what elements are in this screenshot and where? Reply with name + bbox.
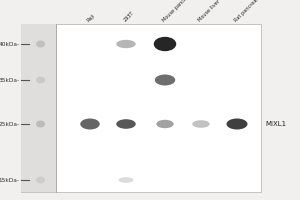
Text: Raji: Raji xyxy=(86,13,97,23)
Ellipse shape xyxy=(36,40,45,47)
Ellipse shape xyxy=(116,40,136,48)
Text: 35kDa-: 35kDa- xyxy=(0,77,20,82)
Text: Mouse liver: Mouse liver xyxy=(197,0,221,23)
Text: Rat pancreas: Rat pancreas xyxy=(233,0,260,23)
Text: MIXL1: MIXL1 xyxy=(266,121,286,127)
Ellipse shape xyxy=(192,120,210,128)
Text: 15kDa-: 15kDa- xyxy=(0,178,20,182)
Ellipse shape xyxy=(155,74,175,86)
Ellipse shape xyxy=(116,119,136,129)
Ellipse shape xyxy=(36,176,45,184)
Ellipse shape xyxy=(154,37,176,51)
Ellipse shape xyxy=(118,177,134,183)
Bar xyxy=(21,24,261,192)
Bar xyxy=(21,24,56,192)
Text: 293T: 293T xyxy=(122,11,135,23)
Text: 25kDa-: 25kDa- xyxy=(0,121,20,127)
Ellipse shape xyxy=(36,76,45,84)
Ellipse shape xyxy=(226,118,248,130)
Text: 40kDa-: 40kDa- xyxy=(0,42,20,46)
Ellipse shape xyxy=(156,120,174,128)
Ellipse shape xyxy=(80,118,100,130)
Ellipse shape xyxy=(36,120,45,128)
Text: Mouse pancreas: Mouse pancreas xyxy=(161,0,194,23)
